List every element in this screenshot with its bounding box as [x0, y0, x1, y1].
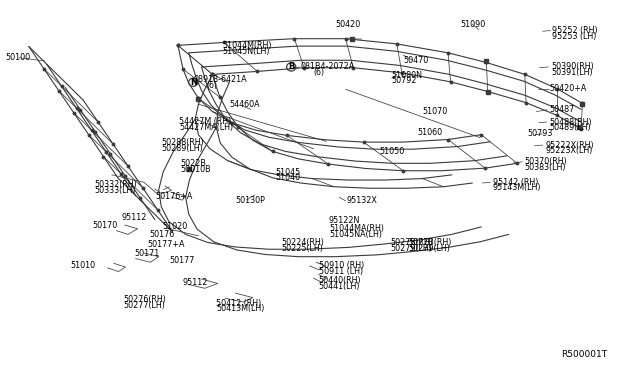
Text: 50391(LH): 50391(LH) — [552, 68, 593, 77]
Text: 50370(RH): 50370(RH) — [525, 157, 568, 166]
Text: 95223X(LH): 95223X(LH) — [545, 146, 593, 155]
Text: 50279(LH): 50279(LH) — [408, 244, 450, 253]
Text: 95142 (RH): 95142 (RH) — [493, 178, 538, 187]
Text: 50910 (RH): 50910 (RH) — [319, 262, 364, 270]
Text: 54460A: 54460A — [229, 100, 260, 109]
Text: 50276(RH): 50276(RH) — [123, 295, 166, 304]
Text: 50277(LH): 50277(LH) — [123, 301, 164, 310]
Text: 51070: 51070 — [422, 107, 447, 116]
Text: 50176: 50176 — [150, 230, 175, 239]
Text: 50390(RH): 50390(RH) — [552, 62, 595, 71]
Text: 51045NA(LH): 51045NA(LH) — [329, 230, 382, 239]
Text: 95143M(LH): 95143M(LH) — [493, 183, 541, 192]
Text: 50383(LH): 50383(LH) — [525, 163, 566, 172]
Text: 51090: 51090 — [461, 20, 486, 29]
Text: 50470: 50470 — [403, 56, 428, 65]
Text: 50224(RH): 50224(RH) — [282, 238, 324, 247]
Text: 95122N: 95122N — [329, 216, 360, 225]
Text: 5027B(RH): 5027B(RH) — [408, 238, 452, 247]
Text: 95253 (LH): 95253 (LH) — [552, 32, 596, 41]
Text: 50177+A: 50177+A — [147, 240, 185, 249]
Text: 50413M(LH): 50413M(LH) — [216, 304, 265, 313]
Text: 51020: 51020 — [163, 222, 188, 231]
Text: 50289(LH): 50289(LH) — [161, 144, 203, 153]
Text: 50333(LH): 50333(LH) — [95, 186, 136, 195]
Text: 50130P: 50130P — [236, 196, 266, 205]
Text: 51045N(LH): 51045N(LH) — [223, 47, 270, 56]
Text: 50332(RH): 50332(RH) — [95, 180, 138, 189]
Text: 50170: 50170 — [93, 221, 118, 230]
Text: 5022B: 5022B — [180, 159, 206, 168]
Text: 54427MA(LH): 54427MA(LH) — [179, 123, 234, 132]
Text: 51045: 51045 — [275, 168, 300, 177]
Text: 50487: 50487 — [549, 105, 574, 114]
Text: B: B — [288, 62, 294, 71]
Text: 50488(RH): 50488(RH) — [549, 118, 592, 126]
Text: 081B4-2072A: 081B4-2072A — [301, 62, 355, 71]
Text: 95112: 95112 — [182, 278, 208, 287]
Text: R500001T: R500001T — [561, 350, 607, 359]
Text: 51080N: 51080N — [392, 71, 422, 80]
Text: 08918-6421A: 08918-6421A — [194, 75, 248, 84]
Text: 50100: 50100 — [5, 53, 30, 62]
Text: 50792: 50792 — [392, 76, 417, 85]
Text: (6): (6) — [314, 68, 324, 77]
Text: 50793: 50793 — [527, 129, 553, 138]
Text: 50278(RH): 50278(RH) — [390, 238, 433, 247]
Text: 50489(LH): 50489(LH) — [549, 123, 591, 132]
Text: 95222X(RH): 95222X(RH) — [545, 141, 594, 150]
Text: 54427M (RH): 54427M (RH) — [179, 117, 232, 126]
Text: 50420+A: 50420+A — [549, 84, 586, 93]
Text: 50420: 50420 — [335, 20, 360, 29]
Text: 51044M(RH): 51044M(RH) — [223, 41, 272, 50]
Text: 50279(LH): 50279(LH) — [390, 244, 432, 253]
Text: 95252 (RH): 95252 (RH) — [552, 26, 597, 35]
Text: 51050: 51050 — [379, 147, 404, 155]
Text: 50911 (LH): 50911 (LH) — [319, 267, 363, 276]
Text: 95132X: 95132X — [347, 196, 378, 205]
Text: 50440(RH): 50440(RH) — [319, 276, 362, 285]
Text: 50412 (RH): 50412 (RH) — [216, 299, 262, 308]
Text: 50177: 50177 — [169, 256, 195, 265]
Text: 50288(RH): 50288(RH) — [161, 138, 204, 147]
Text: 51060: 51060 — [417, 128, 442, 137]
Text: 50441(LH): 50441(LH) — [319, 282, 360, 291]
Text: 50171: 50171 — [134, 249, 159, 258]
Text: 50225(LH): 50225(LH) — [282, 244, 323, 253]
Text: (6): (6) — [207, 81, 218, 90]
Text: 50176+A: 50176+A — [156, 192, 193, 201]
Text: 95112: 95112 — [122, 214, 147, 222]
Text: 51044MA(RH): 51044MA(RH) — [329, 224, 384, 233]
Text: 51040: 51040 — [275, 173, 300, 182]
Text: N: N — [190, 78, 196, 87]
Text: 51010: 51010 — [70, 262, 95, 270]
Text: 50010B: 50010B — [180, 165, 211, 174]
